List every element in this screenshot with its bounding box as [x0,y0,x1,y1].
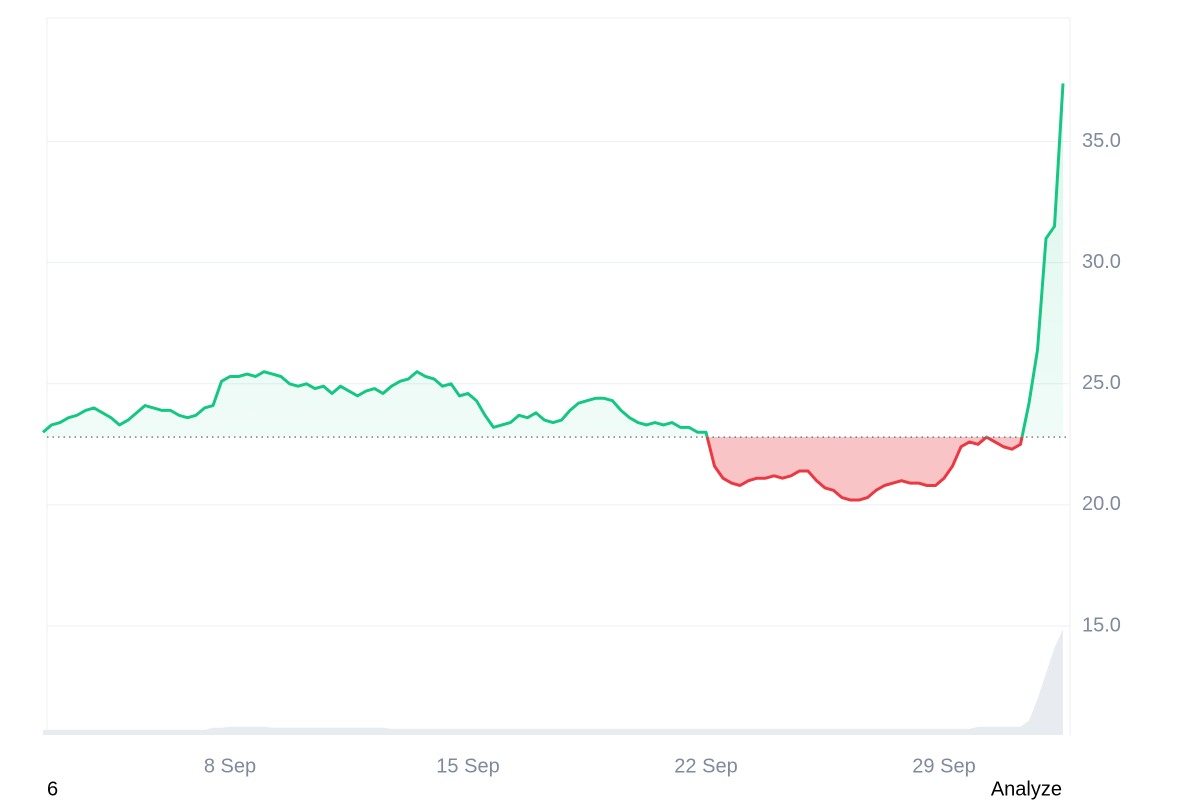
y-tick-label: 25.0 [1082,372,1121,394]
x-tick-label: 15 Sep [436,755,499,777]
x-tick-label: 29 Sep [912,755,975,777]
footer-left: 6 [47,778,58,800]
volume-area [43,629,1063,735]
y-tick-label: 15.0 [1082,614,1121,636]
y-tick-label: 20.0 [1082,493,1121,515]
y-tick-label: 35.0 [1082,130,1121,152]
y-tick-label: 30.0 [1082,251,1121,273]
area-fill [43,83,1063,501]
x-tick-label: 22 Sep [674,755,737,777]
price-line [42,83,1065,502]
x-tick-label: 8 Sep [204,755,256,777]
footer-right[interactable]: Analyze [991,778,1062,800]
